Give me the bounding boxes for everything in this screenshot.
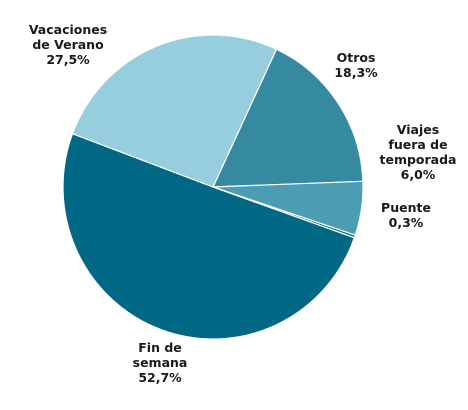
pie-label-vacaciones-de-verano: Vacaciones de Verano 27,5% [29, 22, 107, 67]
pie-label-value: 6,0% [401, 167, 436, 182]
pie-label-value: 27,5% [46, 52, 90, 67]
pie-label-text: de Verano [32, 37, 104, 52]
pie-label-text: Vacaciones [29, 22, 107, 37]
pie-label-text: semana [133, 355, 188, 370]
pie-label-puente: Puente 0,3% [381, 200, 431, 230]
pie-label-otros: Otros 18,3% [334, 50, 378, 80]
pie-labels: Fin de semana 52,7% Vacaciones de Verano 27,5… [29, 22, 457, 385]
pie-label-text: Viajes [397, 122, 439, 137]
pie-label-value: 0,3% [389, 215, 424, 230]
pie-slice-otros [212, 48, 364, 188]
pie-label-text: fuera de [388, 137, 447, 152]
pie-label-text: Otros [337, 50, 376, 65]
pie-slice-fin-de-semana [62, 132, 356, 340]
pie-label-text: Fin de [138, 340, 182, 355]
pie-slice-vacaciones-de-verano [71, 34, 278, 188]
pie-label-text: Puente [381, 200, 431, 215]
pie-label-value: 18,3% [334, 65, 378, 80]
pie-label-text: temporada [380, 152, 457, 167]
pie-label-fin-de-semana: Fin de semana 52,7% [133, 340, 188, 385]
pie-slices [62, 34, 364, 340]
pie-label-value: 52,7% [138, 370, 182, 385]
pie-label-viajes-fuera-de-temporada: Viajes fuera de temporada 6,0% [380, 122, 457, 182]
